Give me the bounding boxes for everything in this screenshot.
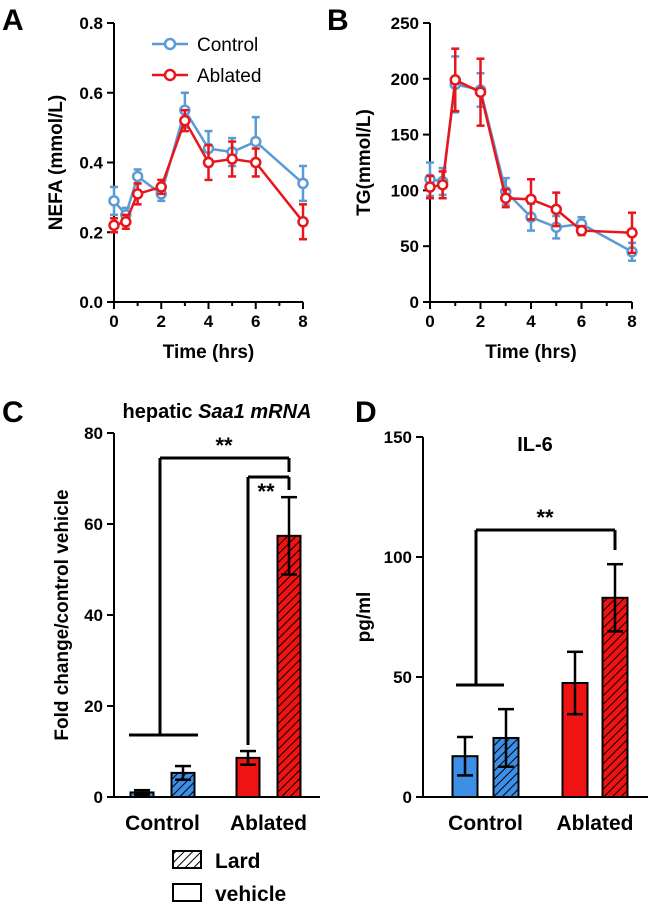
x-tick-label: 2: [476, 312, 485, 331]
y-tick-label: 0: [94, 788, 103, 807]
x-tick-label: 4: [526, 312, 536, 331]
y-tick-label: 0.4: [79, 154, 103, 173]
significance-label: **: [257, 479, 275, 504]
y-tick-label: 50: [400, 237, 419, 256]
y-axis-label: NEFA (mmol/L): [46, 95, 67, 230]
y-tick-label: 50: [393, 668, 412, 687]
chart-title: IL-6: [517, 434, 553, 456]
x-tick-label: 0: [109, 312, 118, 331]
legend-lard-label: Lard: [215, 850, 261, 873]
data-point-control: [108, 195, 120, 207]
data-point-ablated: [500, 192, 512, 204]
x-tick-label: 2: [157, 312, 166, 331]
x-tick-label: 6: [251, 312, 260, 331]
panel-c-saa1-chart: 0 20 40 60 80 Fold change/control vehicle Cont…: [52, 401, 320, 835]
y-tick-label: 80: [84, 424, 103, 443]
legend-marker-control: [163, 37, 177, 51]
data-point-ablated: [575, 224, 588, 237]
data-point-control: [131, 170, 144, 183]
data-point-ablated: [108, 219, 120, 232]
y-tick-label: 60: [84, 515, 103, 534]
chart-title-italic: Saa1 mRNA: [198, 401, 311, 423]
data-point-ablated: [131, 188, 144, 200]
bar-ablated-vehicle: [561, 682, 589, 798]
y-axis-label: pg/ml: [354, 592, 375, 643]
panel-d-il6-chart: 0 50 100 150 pg/ml Control Ablated IL-6 **: [354, 428, 648, 835]
category-label: Ablated: [556, 812, 633, 835]
category-label: Control: [448, 812, 523, 835]
category-label: Ablated: [230, 812, 307, 835]
y-tick-label: 100: [391, 181, 419, 200]
x-axis-label: Time (hrs): [163, 342, 255, 363]
panel-letter-b: B: [327, 4, 349, 37]
x-tick-label: 8: [627, 312, 636, 331]
y-tick-label: 20: [84, 697, 103, 716]
data-point-ablated: [155, 181, 167, 193]
significance-label: **: [536, 505, 554, 530]
data-point-ablated: [449, 74, 461, 86]
data-point-ablated: [424, 181, 436, 193]
data-point-ablated: [525, 193, 537, 206]
panel-b-tg-chart: 0 50 100 150 200 250 0 2 4 6 8 Time (hrs) TG(mmol/L): [354, 14, 638, 363]
data-point-ablated: [120, 216, 132, 228]
y-tick-label: 0.2: [79, 223, 103, 242]
data-point-control: [250, 135, 262, 148]
legend-label-control: Control: [197, 35, 258, 56]
data-point-ablated: [202, 156, 215, 169]
panel-a-nefa-chart: 0.0 0.2 0.4 0.6 0.8 0 2 4 6 8 Time (hrs) NEFA (mmol…: [46, 14, 309, 363]
bar-legend: Lard vehicle: [172, 850, 286, 904]
data-point-ablated: [474, 86, 487, 98]
panel-letter-a: A: [2, 4, 24, 37]
chart-title-plain: hepatic: [123, 401, 199, 423]
y-tick-label: 0: [410, 293, 419, 312]
y-tick-label: 40: [84, 606, 103, 625]
data-point-control: [297, 177, 309, 190]
x-tick-label: 0: [425, 312, 434, 331]
legend-label-ablated: Ablated: [197, 66, 261, 87]
legend-vehicle-label: vehicle: [215, 883, 286, 904]
y-tick-label: 100: [384, 548, 412, 567]
panel-letter-c: C: [2, 396, 24, 429]
data-point-ablated: [179, 114, 191, 127]
y-axis-label: TG(mmol/L): [354, 109, 375, 216]
data-point-ablated: [250, 156, 262, 169]
data-point-ablated: [226, 153, 238, 165]
y-tick-label: 0.6: [79, 84, 103, 103]
x-axis-label: Time (hrs): [485, 342, 577, 363]
y-tick-label: 150: [391, 126, 419, 145]
chart-title: hepatic Saa1 mRNA: [123, 401, 312, 423]
y-tick-label: 0: [403, 788, 412, 807]
legend-lard-swatch: [172, 850, 202, 869]
data-point-ablated: [436, 179, 449, 191]
y-tick-label: 200: [391, 70, 419, 89]
category-label: Control: [125, 812, 200, 835]
y-tick-label: 0.8: [79, 14, 103, 33]
data-point-ablated: [550, 203, 562, 216]
panel-letter-d: D: [355, 396, 377, 429]
x-tick-label: 8: [298, 312, 307, 331]
significance-label: **: [215, 433, 233, 458]
y-tick-label: 150: [384, 428, 412, 447]
x-tick-label: 6: [577, 312, 586, 331]
y-tick-label: 250: [391, 14, 419, 33]
legend-marker-ablated: [163, 68, 177, 82]
data-point-ablated: [626, 227, 638, 239]
y-axis-label: Fold change/control vehicle: [52, 489, 73, 740]
data-point-ablated: [297, 216, 309, 228]
x-tick-label: 4: [204, 312, 214, 331]
y-tick-label: 0.0: [79, 293, 103, 312]
legend-vehicle-swatch: [172, 883, 202, 902]
